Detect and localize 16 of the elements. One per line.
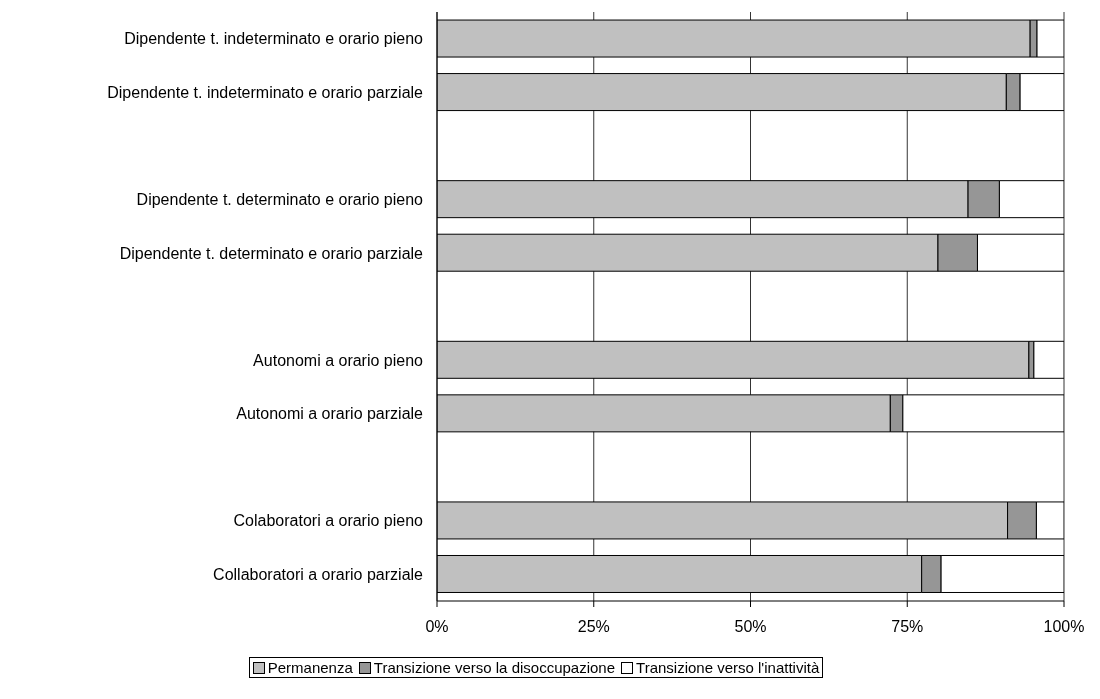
- x-tick-label: 0%: [425, 618, 449, 636]
- y-tick-label: Dipendente t. determinato e orario pieno: [136, 191, 424, 209]
- y-tick-label: Autonomi a orario pieno: [253, 351, 424, 369]
- legend-label: Transizione verso l'inattività: [636, 659, 820, 676]
- legend-label: Permanenza: [267, 659, 353, 676]
- y-tick-label: Collaboratori a orario parziale: [213, 565, 424, 583]
- y-tick-label: Dipendente t. determinato e orario parziale: [119, 244, 424, 262]
- x-tick-label: 25%: [577, 618, 610, 636]
- y-tick-label: Dipendente t. indeterminato e orario pieno: [124, 30, 424, 48]
- x-tick-label: 50%: [734, 618, 767, 636]
- x-tick-label: 100%: [1043, 618, 1085, 636]
- y-tick-label: Colaboratori a orario pieno: [233, 512, 424, 530]
- x-tick-label: 75%: [891, 618, 924, 636]
- y-tick-label: Autonomi a orario parziale: [236, 405, 424, 423]
- y-tick-label: Dipendente t. indeterminato e orario parziale: [107, 84, 424, 101]
- legend-label: Transizione verso la disoccupazione: [373, 659, 616, 676]
